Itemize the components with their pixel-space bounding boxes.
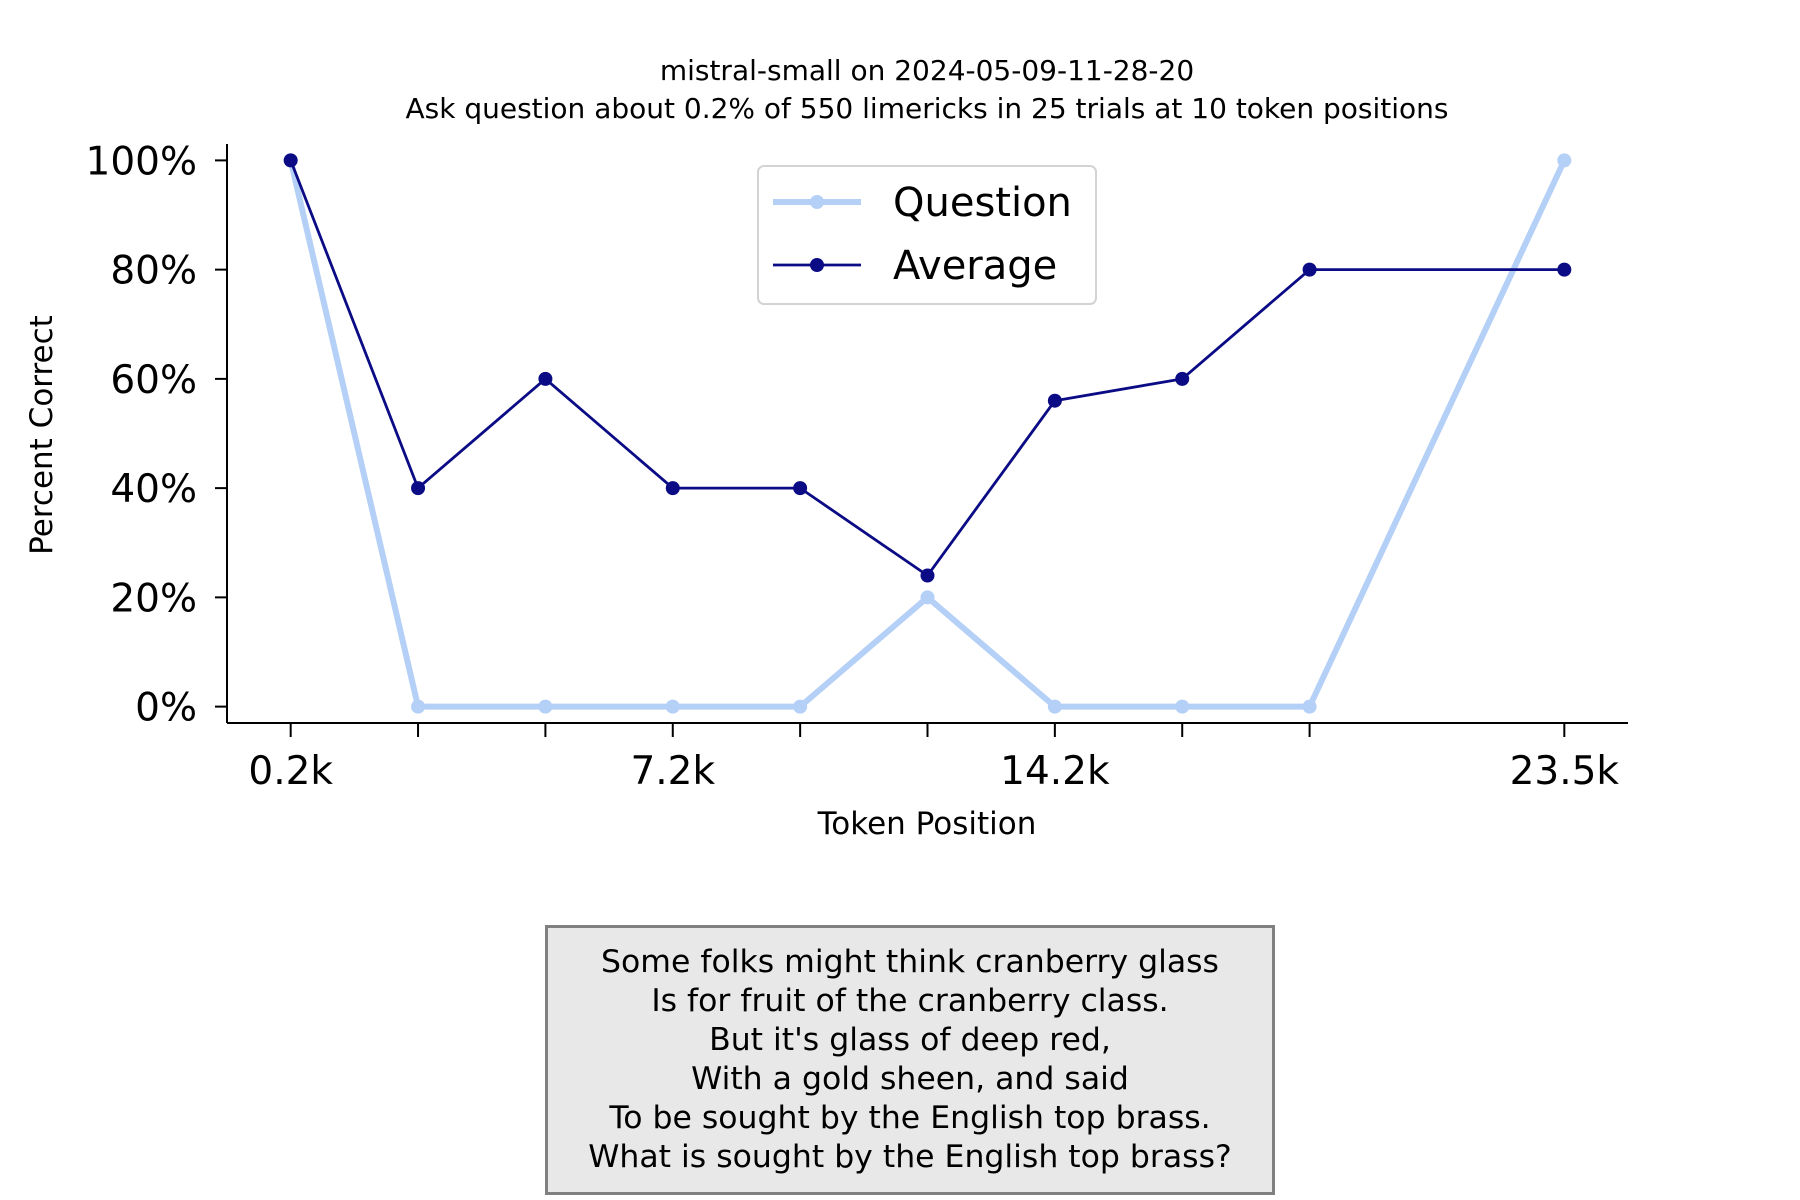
- series-line-question: [287, 159, 1568, 710]
- y-tick-label: 20%: [110, 576, 197, 621]
- series-average: [283, 153, 1572, 583]
- y-tick-label: 80%: [110, 249, 197, 294]
- legend-label-average: Average: [893, 243, 1057, 289]
- data-point-average: [920, 568, 935, 583]
- data-point-average: [1302, 262, 1317, 277]
- data-point-question: [793, 699, 808, 714]
- data-point-average: [1175, 371, 1190, 386]
- data-point-average: [538, 371, 553, 386]
- data-point-average: [411, 481, 426, 496]
- limerick-line: What is sought by the English top brass?: [588, 1139, 1232, 1175]
- legend-marker-average: [810, 258, 824, 272]
- data-point-question: [665, 699, 680, 714]
- series-group: [283, 153, 1572, 714]
- data-point-average: [283, 153, 298, 168]
- data-point-question: [538, 699, 553, 714]
- y-axis-label: Percent Correct: [24, 315, 60, 555]
- data-point-question: [1302, 699, 1317, 714]
- x-tick-label: 7.2k: [630, 749, 715, 794]
- series-line-average: [289, 159, 1565, 577]
- data-point-question: [1175, 699, 1190, 714]
- legend: Question Average: [757, 165, 1097, 305]
- limerick-box: Some folks might think cranberry glass Is…: [545, 925, 1275, 1195]
- data-point-question: [411, 699, 426, 714]
- y-tick-label: 60%: [110, 358, 197, 403]
- limerick-line: Some folks might think cranberry glass: [601, 944, 1219, 980]
- y-tick-label: 40%: [110, 467, 197, 512]
- data-point-average: [665, 481, 680, 496]
- chart-title-line-1: mistral-small on 2024-05-09-11-28-20: [660, 54, 1194, 87]
- data-point-question: [1557, 153, 1572, 168]
- data-point-average: [793, 481, 808, 496]
- limerick-line: To be sought by the English top brass.: [609, 1100, 1211, 1136]
- data-point-question: [920, 590, 935, 605]
- axes: 0% 20% 40% 60% 80% 100% 0.2k 7.2k 14.2k 23.5k: [86, 139, 1628, 794]
- x-tick-label: 0.2k: [248, 749, 333, 794]
- limerick-line: With a gold sheen, and said: [691, 1061, 1129, 1097]
- data-point-question: [1047, 699, 1062, 714]
- y-tick-label: 100%: [86, 139, 198, 184]
- x-tick-label: 23.5k: [1510, 749, 1620, 794]
- data-point-average: [1047, 393, 1062, 408]
- chart-title-line-2: Ask question about 0.2% of 550 limericks…: [405, 92, 1448, 125]
- limerick-line: Is for fruit of the cranberry class.: [651, 983, 1169, 1019]
- limerick-line: But it's glass of deep red,: [709, 1022, 1111, 1058]
- legend-label-question: Question: [893, 180, 1072, 226]
- legend-marker-question: [810, 195, 824, 209]
- x-axis-label: Token Position: [817, 806, 1037, 842]
- x-tick-label: 14.2k: [1000, 749, 1110, 794]
- chart-title: mistral-small on 2024-05-09-11-28-20 Ask…: [405, 54, 1448, 125]
- data-point-average: [1557, 262, 1572, 277]
- y-tick-label: 0%: [135, 686, 197, 731]
